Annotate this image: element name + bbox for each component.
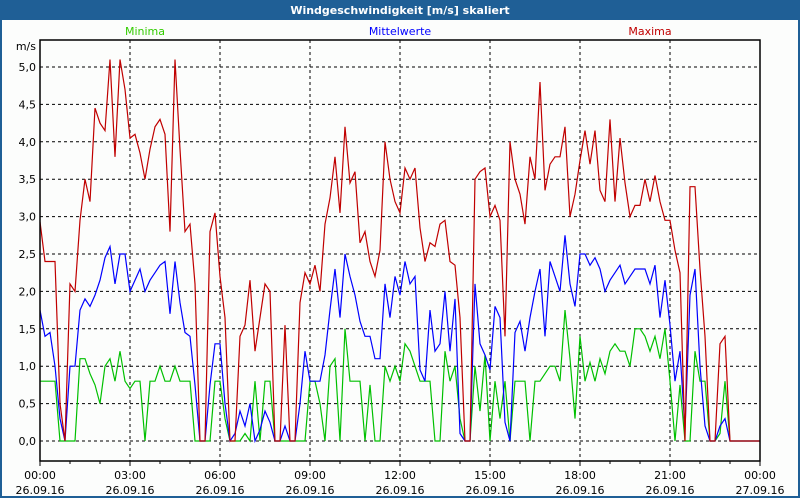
- window-title: Windgeschwindigkeit [m/s] skaliert: [0, 0, 800, 20]
- x-tick-date: 26.09.16: [196, 484, 245, 497]
- x-tick-time: 09:00: [294, 469, 326, 482]
- y-tick-label: 2,5: [19, 248, 37, 261]
- series-line-minima: [40, 310, 760, 443]
- y-tick-label: 0,0: [19, 435, 37, 448]
- y-tick-label: 4,5: [19, 98, 37, 111]
- series-line-maxima: [39, 59, 760, 442]
- y-tick-label: 1,0: [19, 360, 37, 373]
- y-tick-label: 3,0: [19, 211, 37, 224]
- series-line-mittelwerte: [39, 235, 760, 444]
- y-tick-label: 3,5: [19, 173, 37, 186]
- x-tick-date: 27.09.16: [736, 484, 785, 497]
- x-tick-date: 26.09.16: [646, 484, 695, 497]
- legend-minima: Minima: [125, 25, 165, 38]
- x-tick-time: 18:00: [564, 469, 596, 482]
- x-tick-time: 06:00: [204, 469, 236, 482]
- x-tick-time: 21:00: [654, 469, 686, 482]
- y-tick-label: 5,0: [19, 61, 37, 74]
- legend-maxima: Maxima: [628, 25, 671, 38]
- x-tick-time: 15:00: [474, 469, 506, 482]
- x-tick-time: 03:00: [114, 469, 146, 482]
- y-tick-label: 2,0: [19, 285, 37, 298]
- y-tick-label: 0,5: [19, 398, 37, 411]
- x-tick-date: 26.09.16: [16, 484, 65, 497]
- x-tick-date: 26.09.16: [106, 484, 155, 497]
- x-tick-date: 26.09.16: [556, 484, 605, 497]
- y-tick-label: 1,5: [19, 323, 37, 336]
- legend-mittelwerte: Mittelwerte: [369, 25, 432, 38]
- y-tick-label: 4,0: [19, 136, 37, 149]
- x-tick-time: 00:00: [744, 469, 776, 482]
- plot-frame: [39, 39, 761, 462]
- x-tick-time: 12:00: [384, 469, 416, 482]
- x-tick-time: 00:00: [24, 469, 56, 482]
- x-tick-date: 26.09.16: [376, 484, 425, 497]
- x-tick-date: 26.09.16: [466, 484, 515, 497]
- y-axis-unit: m/s: [16, 40, 36, 53]
- x-tick-date: 26.09.16: [286, 484, 335, 497]
